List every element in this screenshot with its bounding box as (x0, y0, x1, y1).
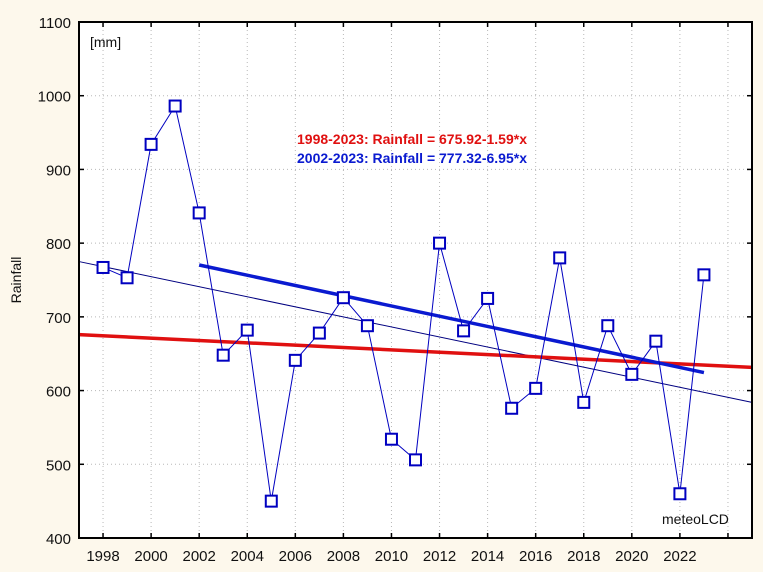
data-point-marker (96, 260, 110, 274)
y-axis-title: Rainfall (8, 257, 24, 304)
y-tick-label: 1000 (38, 89, 71, 106)
data-point-marker (360, 319, 374, 333)
y-tick-label: 800 (46, 236, 71, 253)
trendline-overall-thin (78, 261, 753, 403)
x-tick-label: 2006 (279, 548, 312, 565)
x-tick-label: 2012 (423, 548, 456, 565)
x-tick-label: 2020 (615, 548, 648, 565)
y-tick-label: 500 (46, 457, 71, 474)
data-point-marker (553, 251, 567, 265)
data-point-marker (409, 453, 422, 467)
data-point-marker (625, 367, 639, 381)
data-point-marker (673, 487, 687, 501)
data-point-marker (457, 324, 471, 338)
data-point-marker (336, 291, 350, 305)
plot-frame (78, 21, 753, 539)
data-point-marker (601, 319, 615, 333)
data-point-marker (312, 326, 326, 340)
data-point-marker (120, 271, 134, 285)
data-point-marker (240, 323, 254, 337)
y-tick-label: 700 (46, 310, 71, 327)
y-tick-label: 900 (46, 162, 71, 179)
y-tick-label: 400 (46, 531, 71, 548)
grid (79, 22, 752, 538)
data-point-marker (481, 291, 495, 305)
x-tick-label: 2018 (567, 548, 600, 565)
data-point-marker (577, 395, 591, 409)
x-tick-label: 2022 (663, 548, 696, 565)
data-point-marker (505, 401, 519, 415)
data-point-marker (192, 206, 206, 220)
data-point-marker (264, 494, 278, 508)
trendlines (78, 261, 753, 403)
x-tick-label: 2008 (327, 548, 360, 565)
series-line (102, 104, 705, 502)
x-tick-label: 2000 (134, 548, 167, 565)
unit-label: [mm] (90, 34, 121, 50)
y-tick-label: 600 (46, 384, 71, 401)
data-point-marker (433, 236, 447, 250)
x-tick-label: 1998 (86, 548, 119, 565)
x-tick-label: 2010 (375, 548, 408, 565)
data-point-marker (168, 99, 182, 113)
equation-1998-2023: 1998-2023: Rainfall = 675.92-1.59*x (297, 131, 527, 147)
x-tick-label: 2002 (182, 548, 215, 565)
trendline-2002-2023 (198, 263, 705, 375)
data-series (96, 99, 711, 508)
data-point-marker (384, 432, 398, 446)
data-point-marker (288, 353, 302, 367)
data-point-marker (216, 348, 230, 362)
x-tick-label: 2016 (519, 548, 552, 565)
plot-area (79, 22, 752, 538)
data-point-marker (697, 268, 711, 282)
equation-2002-2023: 2002-2023: Rainfall = 777.32-6.95*x (297, 150, 527, 166)
data-point-marker (649, 334, 663, 348)
x-tick-label: 2004 (231, 548, 264, 565)
data-point-marker (144, 137, 158, 151)
axis-ticks: 1998 2000 2002 2004 2006 2008 2010 2012 2014 2016… (38, 15, 752, 565)
source-label: meteoLCD (662, 511, 729, 527)
data-point-marker (529, 381, 543, 395)
x-tick-label: 2014 (471, 548, 504, 565)
trendline-1998-2023 (78, 332, 753, 370)
y-tick-label: 1100 (39, 15, 71, 32)
